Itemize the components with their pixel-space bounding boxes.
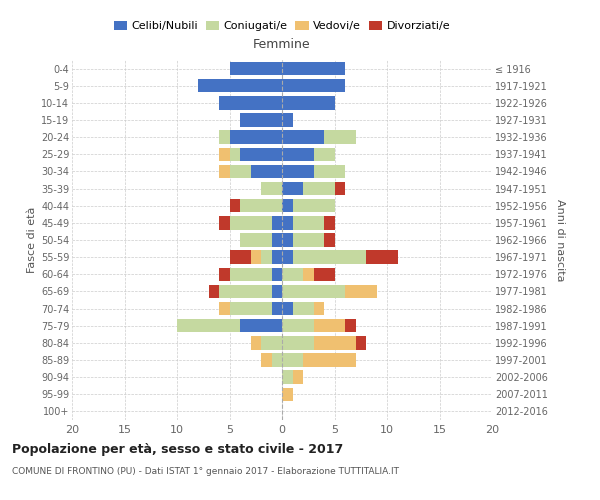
Bar (240, 114, 282, 126)
Bar (303, 182, 335, 196)
Text: Femmine: Femmine (253, 38, 311, 51)
Bar (229, 199, 240, 212)
Bar (282, 216, 293, 230)
Bar (282, 354, 303, 366)
Bar (293, 234, 324, 246)
Bar (251, 250, 261, 264)
Bar (219, 284, 271, 298)
Bar (229, 250, 251, 264)
Bar (229, 62, 282, 76)
Bar (261, 182, 282, 196)
Bar (324, 234, 335, 246)
Y-axis label: Anni di nascita: Anni di nascita (554, 198, 565, 281)
Bar (282, 370, 293, 384)
Bar (314, 336, 355, 349)
Bar (335, 182, 345, 196)
Bar (314, 319, 345, 332)
Bar (282, 319, 314, 332)
Bar (345, 319, 355, 332)
Bar (282, 130, 324, 144)
Bar (355, 336, 366, 349)
Bar (271, 354, 282, 366)
Bar (229, 164, 251, 178)
Bar (219, 96, 282, 110)
Bar (282, 62, 345, 76)
Bar (271, 302, 282, 316)
Bar (177, 319, 240, 332)
Bar (282, 250, 293, 264)
Bar (229, 130, 282, 144)
Bar (229, 268, 271, 281)
Bar (293, 370, 303, 384)
Text: Popolazione per età, sesso e stato civile - 2017: Popolazione per età, sesso e stato civil… (12, 442, 343, 456)
Bar (261, 354, 271, 366)
Bar (314, 268, 335, 281)
Bar (293, 250, 366, 264)
Bar (314, 302, 324, 316)
Bar (219, 216, 229, 230)
Bar (219, 148, 229, 161)
Bar (271, 234, 282, 246)
Bar (282, 302, 293, 316)
Bar (324, 216, 335, 230)
Bar (303, 354, 355, 366)
Bar (261, 250, 271, 264)
Bar (314, 164, 345, 178)
Bar (271, 250, 282, 264)
Bar (282, 148, 314, 161)
Y-axis label: Fasce di età: Fasce di età (26, 207, 37, 273)
Bar (293, 302, 314, 316)
Bar (209, 284, 219, 298)
Bar (282, 96, 335, 110)
Bar (240, 234, 271, 246)
Bar (324, 130, 355, 144)
Text: COMUNE DI FRONTINO (PU) - Dati ISTAT 1° gennaio 2017 - Elaborazione TUTTITALIA.I: COMUNE DI FRONTINO (PU) - Dati ISTAT 1° … (12, 468, 399, 476)
Bar (366, 250, 398, 264)
Bar (240, 319, 282, 332)
Bar (229, 216, 271, 230)
Bar (271, 216, 282, 230)
Bar (219, 130, 229, 144)
Bar (282, 336, 314, 349)
Bar (282, 182, 303, 196)
Bar (282, 268, 303, 281)
Bar (219, 302, 229, 316)
Bar (282, 79, 345, 92)
Bar (198, 79, 282, 92)
Bar (271, 284, 282, 298)
Bar (240, 148, 282, 161)
Bar (282, 388, 293, 401)
Bar (271, 268, 282, 281)
Bar (261, 336, 282, 349)
Bar (219, 268, 229, 281)
Legend: Celibi/Nubili, Coniugati/e, Vedovi/e, Divorziati/e: Celibi/Nubili, Coniugati/e, Vedovi/e, Di… (112, 19, 452, 34)
Bar (229, 148, 240, 161)
Bar (282, 199, 293, 212)
Bar (251, 336, 261, 349)
Bar (282, 234, 293, 246)
Bar (314, 148, 335, 161)
Bar (282, 114, 293, 126)
Bar (293, 216, 324, 230)
Bar (282, 284, 345, 298)
Bar (345, 284, 377, 298)
Bar (303, 268, 314, 281)
Bar (251, 164, 282, 178)
Bar (240, 199, 282, 212)
Bar (293, 199, 335, 212)
Bar (229, 302, 271, 316)
Bar (219, 164, 229, 178)
Bar (282, 164, 314, 178)
